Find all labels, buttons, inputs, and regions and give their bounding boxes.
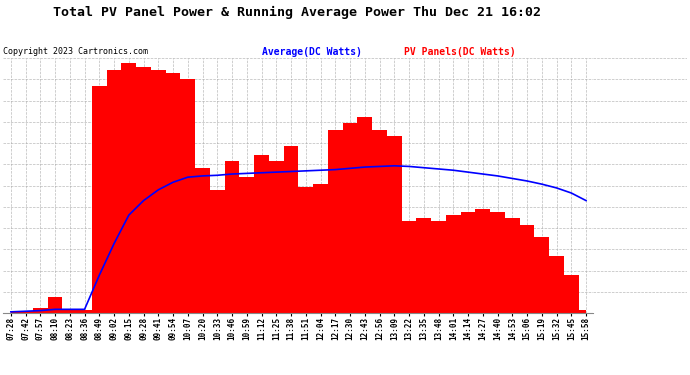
Text: Total PV Panel Power & Running Average Power Thu Dec 21 16:02: Total PV Panel Power & Running Average P… <box>52 6 541 19</box>
Text: Copyright 2023 Cartronics.com: Copyright 2023 Cartronics.com <box>3 47 148 56</box>
Text: PV Panels(DC Watts): PV Panels(DC Watts) <box>404 47 515 57</box>
Text: Average(DC Watts): Average(DC Watts) <box>262 47 362 57</box>
